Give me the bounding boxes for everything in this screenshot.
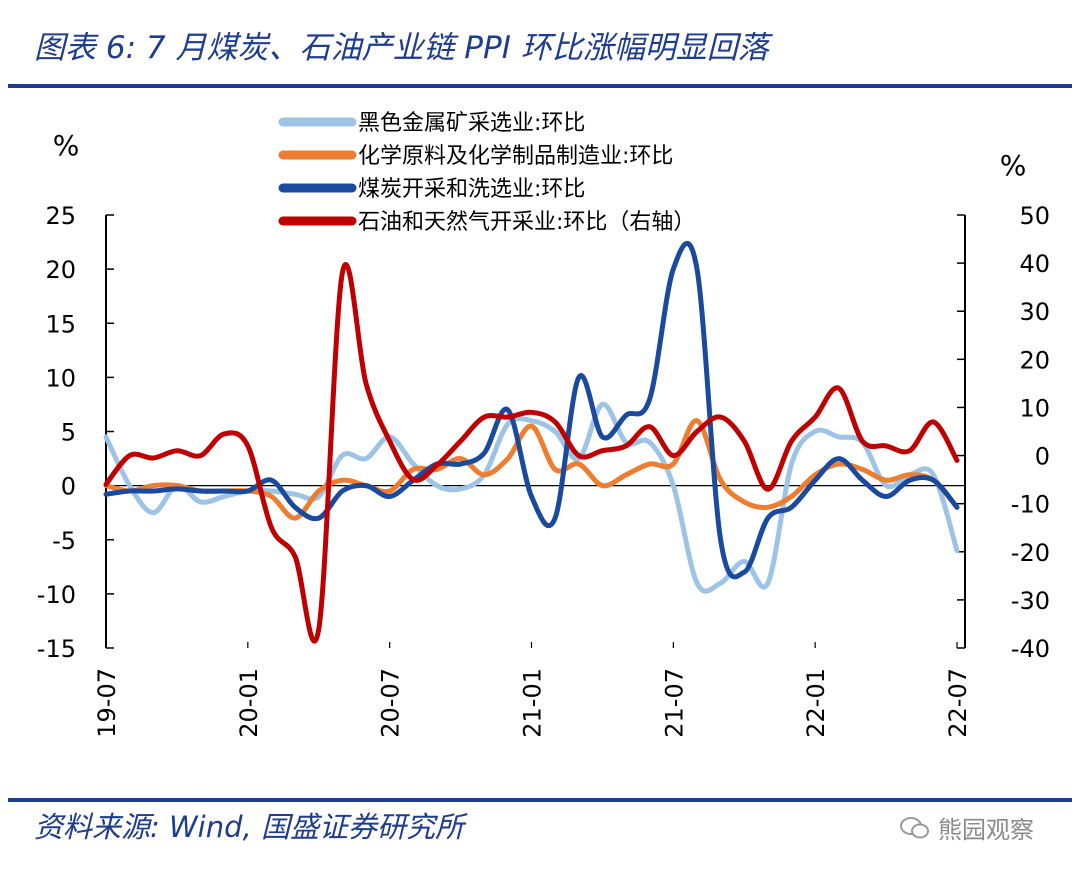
- chart-legend: 黑色金属矿采选业:环比化学原料及化学制品制造业:环比煤炭开采和洗选业:环比石油和…: [278, 111, 695, 235]
- left-tick-label: 25: [45, 202, 76, 230]
- left-tick-label: 0: [61, 473, 76, 501]
- right-tick-label: 0: [1035, 443, 1050, 471]
- right-tick-label: -30: [1011, 587, 1050, 615]
- x-tick-label: 22-07: [944, 668, 972, 738]
- right-tick-label: -40: [1011, 635, 1050, 663]
- right-tick-label: 20: [1019, 346, 1050, 374]
- source-note: 资料来源: Wind, 国盛证券研究所: [34, 810, 464, 844]
- watermark-text: 熊园观察: [938, 816, 1034, 844]
- title-rule: [8, 84, 1072, 88]
- x-tick-label: 19-07: [93, 668, 121, 738]
- right-tick-label: 10: [1019, 394, 1050, 422]
- chart-axes: %%2520151050-5-10-1550403020100-10-20-30…: [37, 129, 1050, 738]
- left-tick-label: -5: [52, 527, 76, 555]
- right-tick-label: 50: [1019, 202, 1050, 230]
- line-chart: 黑色金属矿采选业:环比化学原料及化学制品制造业:环比煤炭开采和洗选业:环比石油和…: [37, 111, 1050, 738]
- right-tick-label: -10: [1011, 491, 1050, 519]
- x-tick-label: 20-01: [235, 668, 263, 738]
- series-line-4: [103, 261, 960, 644]
- x-tick-label: 22-01: [802, 668, 830, 738]
- figure-title: 图表 6: 7 月煤炭、石油产业链 PPI 环比涨幅明显回落: [34, 30, 769, 66]
- left-tick-label: -10: [37, 581, 76, 609]
- x-tick-label: 20-07: [377, 668, 405, 738]
- left-tick-label: 20: [45, 256, 76, 284]
- left-tick-label: -15: [37, 635, 76, 663]
- right-tick-label: -20: [1011, 539, 1050, 567]
- footer-rule: [8, 798, 1072, 802]
- chart-series: [103, 240, 960, 644]
- right-tick-label: 30: [1019, 298, 1050, 326]
- legend-label-3: 煤炭开采和洗选业:环比: [358, 177, 585, 202]
- left-tick-label: 10: [45, 364, 76, 392]
- chat-bubbles-icon: [900, 816, 929, 838]
- legend-label-4: 石油和天然气开采业:环比（右轴）: [358, 210, 695, 235]
- watermark: 熊园观察: [900, 810, 1034, 845]
- x-tick-label: 21-01: [519, 668, 547, 738]
- left-tick-label: 15: [45, 310, 76, 338]
- x-tick-label: 21-07: [660, 668, 688, 738]
- right-tick-label: 40: [1019, 250, 1050, 278]
- legend-label-2: 化学原料及化学制品制造业:环比: [358, 144, 673, 169]
- legend-label-1: 黑色金属矿采选业:环比: [358, 111, 585, 136]
- right-unit-label: %: [1000, 149, 1027, 182]
- left-unit-label: %: [53, 129, 80, 162]
- left-tick-label: 5: [61, 419, 76, 447]
